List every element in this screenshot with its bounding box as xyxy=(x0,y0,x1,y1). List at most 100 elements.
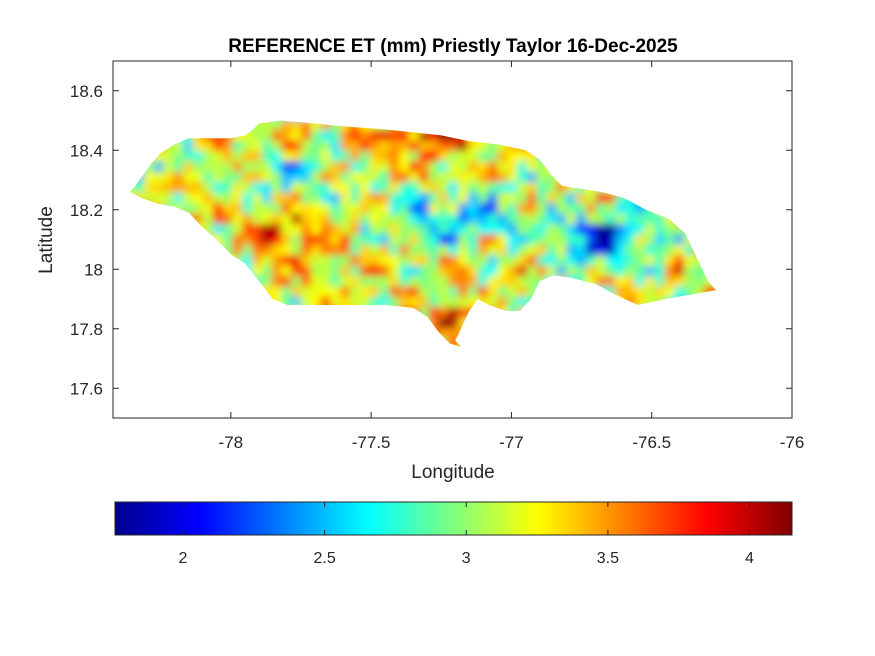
et-cell xyxy=(576,191,587,204)
et-cell xyxy=(153,150,165,162)
et-cell xyxy=(487,233,499,245)
et-cell xyxy=(605,285,616,297)
et-cell xyxy=(330,212,341,224)
et-cell xyxy=(281,296,292,308)
et-cell xyxy=(625,212,636,224)
et-cell xyxy=(418,129,430,141)
et-cell xyxy=(251,212,263,224)
et-cell xyxy=(242,233,253,245)
et-cell xyxy=(379,160,391,172)
et-cell xyxy=(330,202,341,214)
et-cell xyxy=(350,275,361,287)
et-cell xyxy=(399,181,410,193)
et-cell xyxy=(251,160,263,172)
x-tick-label: -76.5 xyxy=(632,433,671,452)
et-cell xyxy=(301,160,312,172)
et-cell xyxy=(467,150,479,162)
et-cell xyxy=(271,150,283,162)
et-cell xyxy=(477,150,489,162)
et-cell xyxy=(428,264,440,276)
et-cell xyxy=(625,285,636,297)
et-cell xyxy=(330,171,341,183)
et-cell xyxy=(399,191,410,204)
et-cell xyxy=(497,233,508,245)
et-cell xyxy=(634,202,646,214)
et-cell xyxy=(251,171,263,183)
et-cell xyxy=(193,212,204,224)
et-cell xyxy=(183,202,194,214)
et-cell xyxy=(163,150,175,162)
et-cell xyxy=(526,212,538,224)
et-cell xyxy=(379,244,391,256)
et-cell xyxy=(301,202,312,214)
et-cell xyxy=(399,264,410,276)
et-cell xyxy=(310,191,322,204)
et-cell xyxy=(409,139,420,151)
et-cell xyxy=(684,285,695,297)
et-cell xyxy=(477,202,489,214)
et-cell xyxy=(301,264,312,276)
et-cell xyxy=(232,139,243,151)
et-cell xyxy=(448,244,459,256)
et-cell xyxy=(526,150,538,162)
et-cell xyxy=(261,264,273,276)
et-cell xyxy=(428,244,440,256)
et-cell xyxy=(271,191,283,204)
et-cell xyxy=(507,264,518,276)
et-cell xyxy=(674,254,685,266)
et-cell xyxy=(625,296,636,308)
et-cell xyxy=(585,212,597,224)
et-cell xyxy=(517,275,528,287)
et-cell xyxy=(193,139,204,151)
et-cell xyxy=(576,233,587,245)
et-cell xyxy=(467,181,479,193)
et-cell xyxy=(301,150,312,162)
et-cell xyxy=(664,254,675,266)
et-cell xyxy=(487,160,499,172)
et-cell xyxy=(350,254,361,266)
et-cell xyxy=(261,275,273,287)
et-cell xyxy=(428,316,440,328)
et-cell xyxy=(595,264,607,276)
et-cell xyxy=(399,139,410,151)
et-cell xyxy=(242,223,253,235)
et-cell xyxy=(409,129,420,141)
et-cell xyxy=(409,244,420,256)
et-cell xyxy=(232,191,243,204)
et-cell xyxy=(448,306,459,318)
et-cell xyxy=(143,191,155,204)
et-cell xyxy=(507,212,518,224)
et-cell xyxy=(389,223,400,235)
et-cell xyxy=(320,254,332,266)
colorbar-ticks: 2 2.5 3 3.5 4 xyxy=(179,502,754,567)
et-cell xyxy=(467,223,479,235)
et-cell xyxy=(477,139,489,151)
et-cell xyxy=(202,150,214,162)
et-cell xyxy=(546,264,558,276)
et-cell xyxy=(389,139,400,151)
et-cell xyxy=(576,212,587,224)
et-cell xyxy=(310,285,322,297)
et-cell xyxy=(595,244,607,256)
et-cell xyxy=(684,244,695,256)
et-cell xyxy=(576,244,587,256)
et-cell xyxy=(458,202,469,214)
et-cell xyxy=(330,296,341,308)
et-cell xyxy=(605,254,616,266)
et-cell xyxy=(340,264,351,276)
et-cell xyxy=(291,296,302,308)
et-cell xyxy=(487,254,499,266)
et-cell xyxy=(183,160,194,172)
et-cell xyxy=(301,212,312,224)
et-cell xyxy=(330,150,341,162)
et-cell xyxy=(625,275,636,287)
et-cell xyxy=(438,285,450,297)
et-cell xyxy=(615,254,626,266)
et-cell xyxy=(310,150,322,162)
et-cell xyxy=(369,264,381,276)
et-cell xyxy=(517,285,528,297)
et-cell xyxy=(458,212,469,224)
et-cell xyxy=(546,191,558,204)
colorbar xyxy=(114,501,793,536)
et-cell xyxy=(517,223,528,235)
